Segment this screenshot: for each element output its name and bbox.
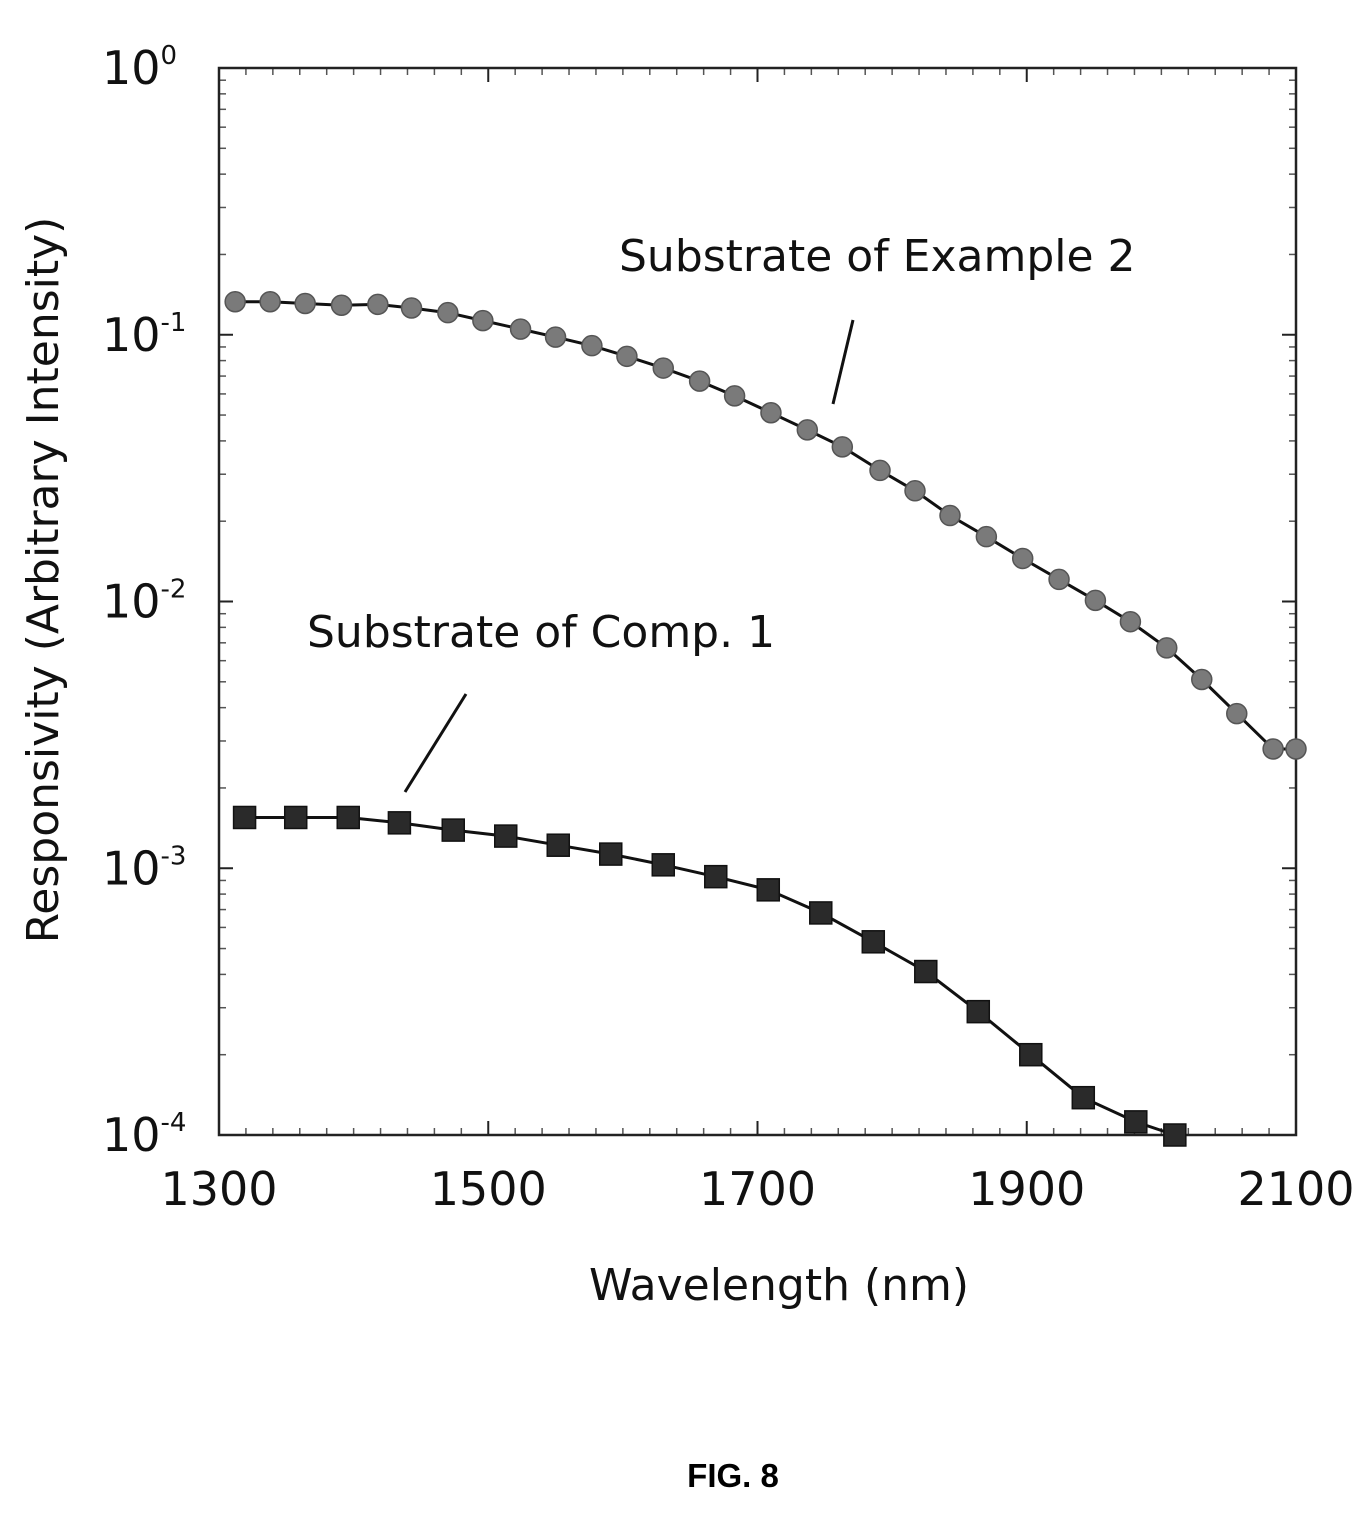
- data-point: [966, 999, 991, 1024]
- data-point: [330, 294, 353, 317]
- y-tick-label: 10-2: [102, 575, 186, 629]
- data-point: [400, 297, 423, 319]
- data-point: [869, 459, 891, 482]
- data-point: [831, 436, 854, 458]
- y-tick-label: 10-3: [102, 841, 186, 895]
- data-point: [1156, 637, 1178, 659]
- data-point: [437, 301, 459, 324]
- x-axis-title: Wavelength (nm): [589, 1260, 969, 1311]
- data-point: [651, 853, 676, 877]
- data-point: [616, 345, 638, 368]
- data-point: [1191, 668, 1213, 691]
- y-axis-title: Responsivity (Arbitrary Intensity): [18, 217, 69, 944]
- annotation-example2-leader: [831, 319, 855, 405]
- data-point: [704, 864, 728, 889]
- data-point: [809, 901, 833, 925]
- x-tick-label: 1300: [160, 1162, 277, 1216]
- data-point: [544, 326, 567, 348]
- data-point: [367, 293, 389, 316]
- y-tick-label: 10-1: [102, 308, 186, 362]
- data-point: [975, 525, 998, 548]
- x-tick-labels: 1300 1500 1700 1900 2100: [160, 1162, 1354, 1216]
- data-point: [1285, 738, 1307, 760]
- plot-frame: [217, 66, 1298, 1137]
- data-point: [1019, 1042, 1043, 1067]
- data-point: [1119, 610, 1142, 633]
- data-point: [652, 357, 675, 379]
- data-point: [939, 504, 961, 527]
- data-point: [599, 842, 623, 866]
- y-tick-labels: 100 10-1 10-2 10-3 10-4: [102, 41, 186, 1162]
- data-point: [441, 818, 465, 842]
- data-point: [1163, 1123, 1187, 1147]
- x-tick-label: 1900: [968, 1162, 1085, 1216]
- data-point: [224, 290, 246, 313]
- data-point: [861, 930, 886, 954]
- data-point: [283, 805, 308, 830]
- data-point: [904, 480, 926, 502]
- series-layer: [224, 290, 1307, 1147]
- data-point: [387, 811, 412, 835]
- data-point: [472, 309, 494, 332]
- annotation-layer: Substrate of Example 2 Substrate of Comp…: [307, 231, 1136, 793]
- data-point: [232, 805, 257, 830]
- data-point: [294, 292, 316, 315]
- data-point: [259, 290, 281, 313]
- major-ticks: [218, 67, 1297, 1136]
- data-point: [756, 878, 781, 902]
- data-point: [1226, 702, 1248, 725]
- annotation-comp1-leader: [403, 693, 468, 793]
- y-tick-label: 100: [102, 41, 177, 95]
- x-tick-label: 1500: [430, 1162, 547, 1216]
- data-point: [494, 824, 518, 848]
- figure-caption: FIG. 8: [687, 1457, 779, 1494]
- annotation-example2: Substrate of Example 2: [619, 231, 1136, 282]
- series-example2: [224, 290, 1307, 760]
- data-point: [1048, 568, 1070, 591]
- series-line: [235, 300, 1296, 751]
- annotation-comp1: Substrate of Comp. 1: [307, 607, 775, 658]
- series-comp1: [232, 805, 1187, 1147]
- data-point: [1262, 738, 1284, 760]
- x-tick-label: 1700: [699, 1162, 816, 1216]
- data-point: [914, 959, 938, 984]
- data-point: [1084, 589, 1107, 612]
- minor-ticks: [219, 68, 1296, 1135]
- data-point: [760, 402, 782, 424]
- y-tick-label: 10-4: [102, 1108, 186, 1162]
- x-tick-label: 2100: [1237, 1162, 1354, 1216]
- data-point: [336, 805, 360, 830]
- data-point: [581, 334, 603, 357]
- data-point: [1071, 1085, 1096, 1110]
- data-point: [509, 318, 532, 340]
- data-point: [723, 385, 746, 407]
- data-point: [546, 833, 571, 857]
- data-point: [796, 419, 819, 441]
- data-point: [1011, 547, 1034, 570]
- data-point: [1124, 1110, 1148, 1134]
- data-point: [688, 370, 711, 392]
